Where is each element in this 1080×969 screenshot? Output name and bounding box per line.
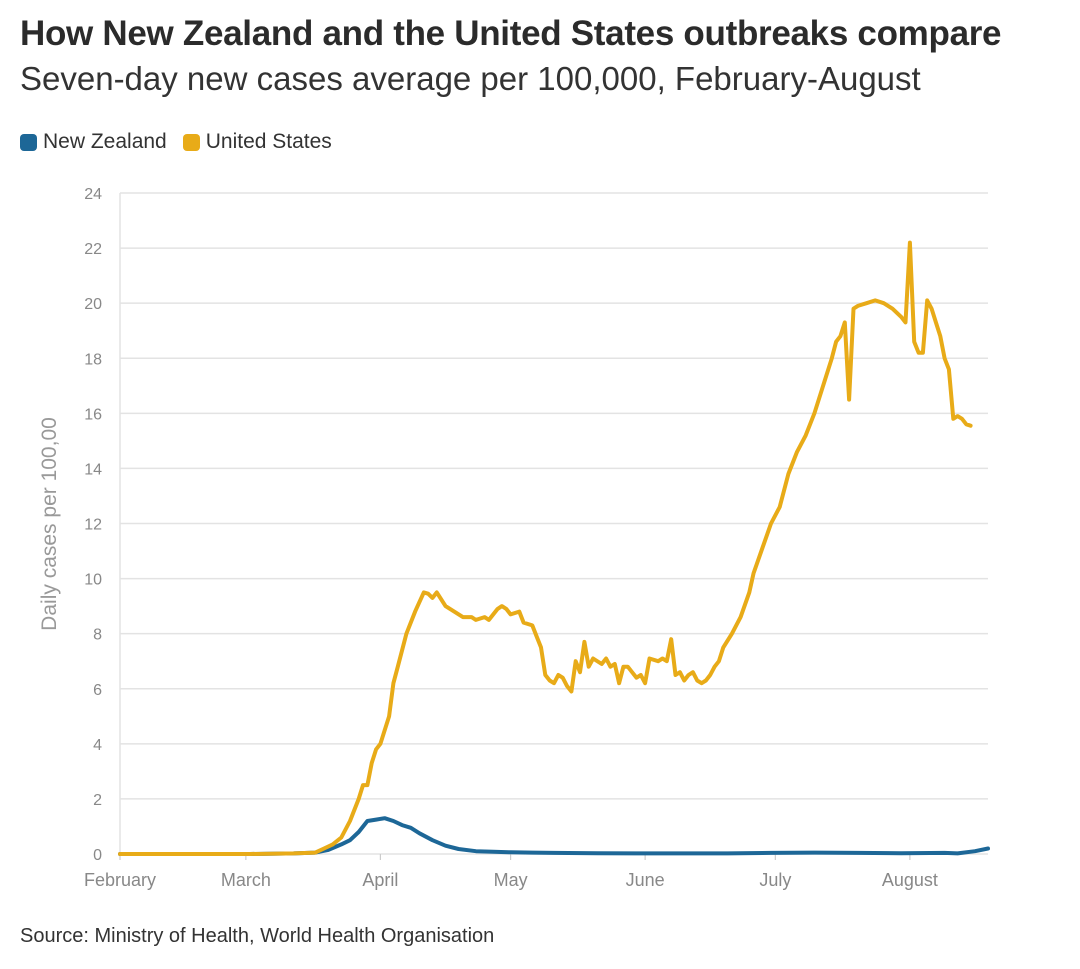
chart-title: How New Zealand and the United States ou… <box>20 14 1002 53</box>
y-tick-label: 18 <box>84 351 102 368</box>
grid-lines <box>119 192 988 855</box>
legend-swatch-united-states <box>182 133 200 151</box>
y-tick-label: 4 <box>93 737 102 754</box>
x-tick-label: May <box>494 870 528 890</box>
y-tick-label: 14 <box>84 461 102 478</box>
y-tick-label: 16 <box>84 406 102 423</box>
x-tick-label: August <box>882 870 938 890</box>
series-line-united-states <box>118 240 973 856</box>
x-tick-label: June <box>626 870 665 890</box>
y-tick-label: 2 <box>93 792 102 809</box>
legend-item-new-zealand: New Zealand <box>20 130 167 154</box>
chart-subtitle: Seven-day new cases average per 100,000,… <box>20 60 921 97</box>
legend-label-new-zealand: New Zealand <box>43 130 167 153</box>
legend-swatch-new-zealand <box>20 133 37 151</box>
series-lines <box>118 240 990 856</box>
y-tick-label: 20 <box>84 296 102 313</box>
y-tick-label: 12 <box>84 517 102 534</box>
y-tick-label: 10 <box>84 572 102 589</box>
y-tick-label: 24 <box>84 186 102 203</box>
legend-label-united-states: United States <box>205 130 332 153</box>
legend: New Zealand United States <box>20 130 332 154</box>
y-tick-label: 0 <box>93 847 102 864</box>
y-tick-label: 6 <box>93 682 102 699</box>
legend-item-united-states: United States <box>182 130 332 154</box>
x-tick-label: April <box>362 870 398 890</box>
series-line-new-zealand <box>118 816 990 856</box>
y-tick-label: 8 <box>93 627 102 644</box>
source-note: Source: Ministry of Health, World Health… <box>20 925 495 947</box>
y-tick-label: 22 <box>84 241 102 258</box>
x-tick-label: March <box>221 870 271 890</box>
x-tick-label: July <box>759 870 791 890</box>
x-axis-ticks: February March April May June July August <box>84 854 938 890</box>
x-tick-label: February <box>84 870 156 890</box>
y-axis-label: Daily cases per 100,00 <box>38 417 61 631</box>
